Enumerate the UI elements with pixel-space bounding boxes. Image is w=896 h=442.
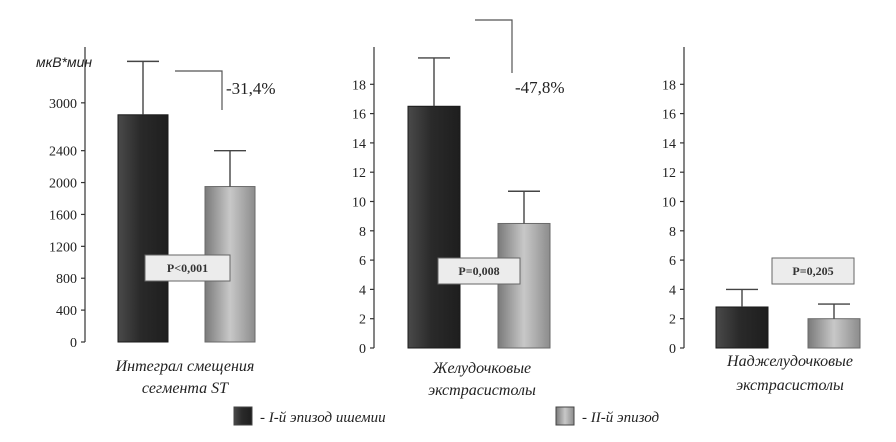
y-tick-label: 3000 bbox=[49, 97, 77, 112]
y-tick-label: 2 bbox=[669, 313, 676, 328]
y-tick-label: 2000 bbox=[49, 177, 77, 192]
p-value-box bbox=[144, 254, 231, 282]
legend-swatch-2 bbox=[555, 406, 575, 426]
category-label-line-2: сегмента ST bbox=[142, 380, 229, 397]
y-tick-label: 4 bbox=[669, 283, 676, 298]
change-bracket bbox=[175, 70, 223, 110]
legend-label-1: - I-й эпизод ишемии bbox=[260, 410, 386, 426]
bar-series-1 bbox=[407, 105, 461, 349]
chart-panel-1: 0 400 800 1200 1600 2000 2400 3000 мкВ*мин -31,4%… bbox=[36, 47, 276, 397]
legend-swatch-1 bbox=[233, 406, 253, 426]
y-tick-label: 18 bbox=[352, 78, 366, 93]
y-tick-label: 1600 bbox=[49, 208, 77, 223]
category-label-line-1: Интеграл смещения bbox=[115, 358, 255, 375]
y-tick-label: 2400 bbox=[49, 145, 77, 160]
category-label-line-1: Желудочковые bbox=[432, 360, 531, 377]
y-tick-label: 12 bbox=[352, 166, 366, 181]
y-tick-label: 0 bbox=[359, 342, 366, 357]
bar-series-1 bbox=[715, 306, 769, 349]
y-tick-label: 0 bbox=[669, 342, 676, 357]
category-label-line-1: Наджелудочковые bbox=[726, 353, 853, 370]
y-tick-label: 2 bbox=[359, 313, 366, 328]
y-tick-label: 4 bbox=[359, 283, 366, 298]
legend-label-2: - II-й эпизод bbox=[582, 410, 660, 426]
percent-change-label: -47,8% bbox=[515, 78, 565, 97]
p-value-label: P=0,205 bbox=[792, 264, 833, 278]
y-tick-label: 16 bbox=[662, 108, 676, 123]
y-tick-label: 14 bbox=[662, 137, 676, 152]
y-tick-label: 1200 bbox=[49, 240, 77, 255]
bar-series-2 bbox=[497, 222, 551, 349]
y-tick-label: 8 bbox=[359, 225, 366, 240]
y-tick-label: 800 bbox=[56, 272, 77, 287]
y-tick-label: 6 bbox=[359, 254, 366, 269]
change-bracket bbox=[475, 19, 513, 73]
y-tick-label: 18 bbox=[662, 78, 676, 93]
y-tick-label: 10 bbox=[352, 196, 366, 211]
bar-series-1 bbox=[117, 114, 169, 343]
y-tick-label: 12 bbox=[662, 166, 676, 181]
chart-panel-3: 0 2 4 6 8 10 12 14 16 18 P=0,205 Наджелудочковые экс… bbox=[662, 47, 861, 394]
y-tick-label: 6 bbox=[669, 254, 676, 269]
y-tick-label: 10 bbox=[662, 196, 676, 211]
y-tick-label: 14 bbox=[352, 137, 366, 152]
p-value-box bbox=[437, 257, 521, 285]
p-value-box bbox=[771, 257, 855, 285]
y-tick-label: 8 bbox=[669, 225, 676, 240]
p-value-label: P=0,008 bbox=[458, 264, 499, 278]
bar-series-2 bbox=[807, 318, 861, 349]
chart-panels: 040080012001600200024003000мкВ*мин-31,4%… bbox=[36, 19, 861, 399]
chart-panel-2: 0 2 4 6 8 10 12 14 16 18 -47,8% P=0,008 Желудочковые… bbox=[352, 19, 565, 399]
p-value-label: P<0,001 bbox=[167, 261, 208, 275]
category-label-line-2: экстрасистолы bbox=[736, 377, 844, 394]
y-unit-label: мкВ*мин bbox=[36, 54, 92, 70]
category-label-line-2: экстрасистолы bbox=[428, 382, 536, 399]
chart-legend: - I-й эпизод ишемии - II-й эпизод bbox=[233, 406, 660, 426]
y-tick-label: 0 bbox=[70, 336, 77, 351]
y-tick-label: 400 bbox=[56, 304, 77, 319]
percent-change-label: -31,4% bbox=[226, 79, 276, 98]
y-tick-label: 16 bbox=[352, 108, 366, 123]
